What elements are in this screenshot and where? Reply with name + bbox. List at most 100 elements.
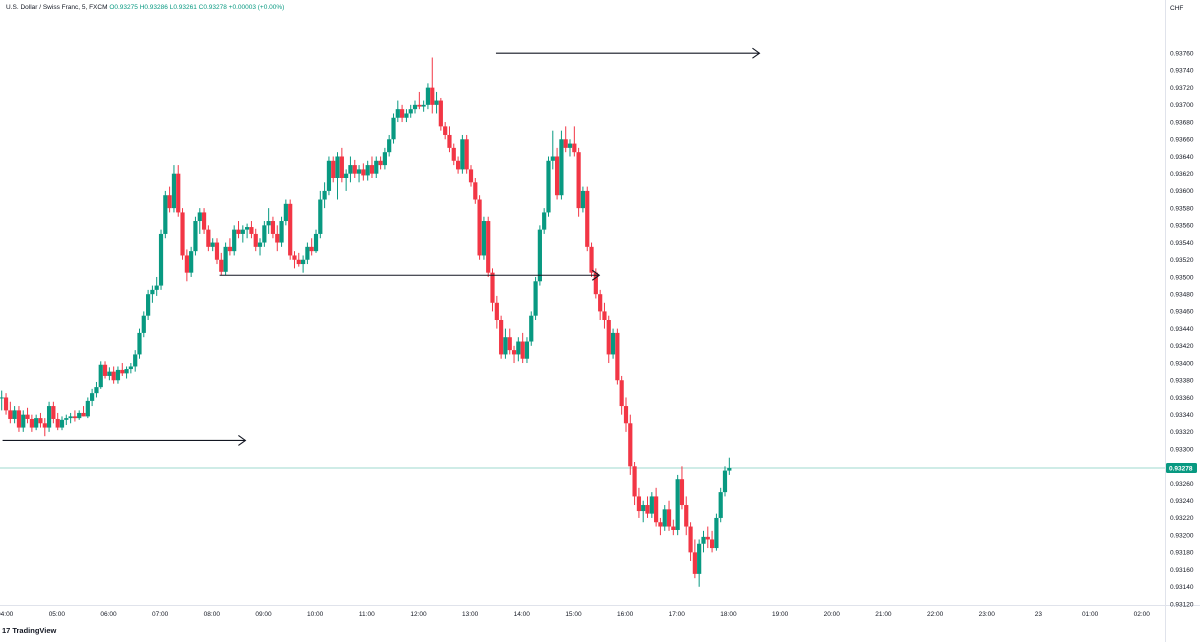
time-tick-label: 15:00 (565, 611, 582, 618)
candle-body (322, 190, 327, 200)
candle-body (468, 169, 474, 183)
candle-body (387, 139, 392, 153)
candle-body (352, 165, 357, 174)
candle-body (361, 169, 366, 176)
candle-body (141, 315, 146, 333)
tradingview-logo: 17 (2, 626, 11, 635)
candle-body (645, 505, 650, 514)
price-tick-label: 0.93680 (1170, 119, 1194, 126)
time-tick-label: 16:00 (617, 611, 634, 618)
price-tick-label: 0.93460 (1170, 309, 1194, 316)
price-tick-label: 0.93260 (1170, 481, 1194, 488)
candle-body (344, 173, 349, 178)
price-tick-label: 0.93740 (1170, 68, 1194, 75)
price-tick-label: 0.93360 (1170, 395, 1194, 402)
price-tick-label: 0.93340 (1170, 412, 1194, 419)
candle-body (537, 229, 542, 282)
candle-body (684, 505, 689, 527)
candle-body (42, 423, 47, 428)
time-tick-label: 09:00 (255, 611, 272, 618)
price-tick-label: 0.93700 (1170, 102, 1194, 109)
chart-header: U.S. Dollar / Swiss Franc, 5, FXCM O0.93… (6, 4, 284, 11)
ohlc-low: L0.93261 (169, 4, 197, 11)
candle-body (163, 195, 168, 234)
candle-body (447, 134, 452, 148)
candle-body (288, 203, 293, 256)
tradingview-brand[interactable]: 17 TradingView (2, 626, 56, 635)
candle-body (567, 143, 573, 148)
candle-body (455, 160, 461, 170)
candle-body (503, 337, 508, 355)
candle-body (124, 369, 129, 374)
candle-body (201, 212, 207, 230)
price-tick-label: 0.93500 (1170, 274, 1194, 281)
price-axis: 0.93760 0.93740 0.93720 0.93700 0.93680 0.936… (1170, 51, 1194, 609)
time-tick-label: 18:00 (720, 611, 737, 618)
candle-body (382, 152, 387, 166)
candle-body (283, 203, 288, 222)
candle-body (550, 156, 555, 161)
candle-body (339, 156, 344, 178)
price-tick-label: 0.93120 (1170, 601, 1194, 608)
candle-body (563, 139, 568, 148)
candle-body (55, 418, 60, 428)
candle-body (718, 492, 723, 518)
candle-body (232, 229, 237, 252)
price-tick-label: 0.93480 (1170, 291, 1194, 298)
price-tick-label: 0.93580 (1170, 205, 1194, 212)
candle-body (649, 496, 654, 514)
time-tick-label: 07:00 (152, 611, 169, 618)
candle-body (59, 419, 65, 428)
candle-body (520, 341, 525, 359)
ohlc-open: O0.93275 (109, 4, 138, 11)
candle-body (279, 221, 284, 243)
candle-body (270, 221, 276, 234)
candle-body (348, 165, 353, 174)
candle-body (697, 543, 702, 574)
candle-body (219, 259, 224, 272)
candle-body (412, 104, 418, 110)
arrow-head (752, 47, 761, 59)
candle-body (494, 302, 499, 320)
time-tick-label: 12:00 (410, 611, 427, 618)
candle-body (16, 410, 22, 428)
candle-body (460, 139, 465, 170)
candle-body (529, 315, 534, 342)
price-tick-label: 0.93140 (1170, 584, 1194, 591)
candle-body (602, 311, 607, 320)
candle-body (128, 366, 133, 370)
candle-body (511, 350, 517, 355)
candle-body (585, 190, 590, 247)
candle-body (722, 470, 728, 493)
candle-body (395, 109, 400, 118)
candle-body (477, 199, 482, 256)
candle-body (292, 255, 297, 260)
ohlc-close: C0.93278 (198, 4, 227, 11)
candle-body (542, 212, 547, 230)
candle-body (318, 199, 323, 234)
candle-body (464, 139, 469, 170)
candle-body (214, 242, 220, 260)
candle-body (675, 479, 680, 530)
time-tick-label: 19:00 (772, 611, 789, 618)
candle-body (29, 418, 34, 428)
candle-body (210, 242, 215, 247)
candle-body (94, 387, 99, 394)
price-tick-label: 0.93220 (1170, 515, 1194, 522)
candle-body (150, 289, 155, 295)
candle-body (546, 160, 551, 213)
candle-body (619, 380, 624, 407)
candle-body (671, 526, 676, 530)
candle-body (705, 536, 710, 540)
price-tick-label: 0.93640 (1170, 154, 1194, 161)
time-tick-label: 20:00 (824, 611, 841, 618)
current-price-badge-bg (1166, 463, 1197, 474)
candle-body (180, 212, 185, 256)
candle-body (46, 406, 52, 428)
time-tick-label: 17:00 (669, 611, 686, 618)
candle-body (572, 143, 577, 153)
candle-body (404, 113, 409, 118)
candle-body (107, 371, 112, 376)
candle-body (176, 173, 181, 213)
